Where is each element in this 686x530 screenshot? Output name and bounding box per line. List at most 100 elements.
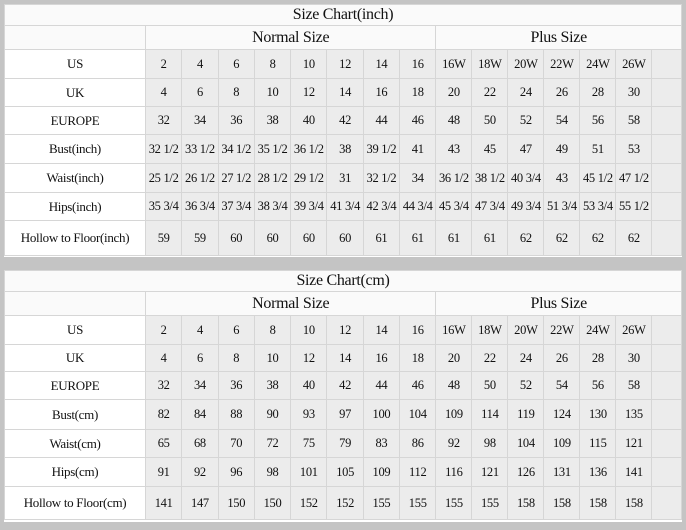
table-cell: 16 [362, 344, 401, 372]
size-chart-inch: Size Chart(inch) Normal Size Plus Size US 2 4… [4, 4, 682, 257]
table-cell: 28 [579, 344, 617, 372]
normal-size-header: Normal Size [144, 25, 437, 50]
table-cell: 155 [435, 486, 473, 520]
table-cell: 84 [181, 399, 219, 430]
table-cell: 35 1/2 [253, 134, 292, 164]
table-cell: 39 1/2 [362, 134, 401, 164]
table-cell: 37 3/4 [217, 192, 255, 221]
table-cell: 10 [253, 344, 292, 372]
table-cell: 42 [326, 106, 364, 135]
table-row: UK 4 6 8 10 12 14 16 18 20 22 24 26 28 30 [4, 344, 682, 372]
table-cell: 38 [253, 371, 292, 400]
table-cell: 158 [579, 486, 617, 520]
table-cell: 126 [507, 457, 545, 487]
table-cell: 101 [290, 457, 328, 487]
table-cell: 12 [326, 315, 364, 345]
table-cell: 24 [507, 344, 545, 372]
table-cell: 45 3/4 [435, 192, 473, 221]
table-cell: 83 [362, 429, 401, 458]
chart-title: Size Chart(inch) [4, 4, 682, 26]
size-chart-cm: Size Chart(cm) Normal Size Plus Size US 2 4 6 8… [4, 270, 682, 522]
table-cell: 29 1/2 [290, 163, 328, 193]
table-cell: 32 1/2 [144, 134, 183, 164]
table-cell: 32 [144, 106, 183, 135]
table-cell: 60 [326, 220, 364, 256]
table-cell: 40 [290, 371, 328, 400]
table-cell: 42 [326, 371, 364, 400]
table-cell: 24W [579, 49, 617, 79]
table-cell: 53 3/4 [579, 192, 617, 221]
table-cell: 61 [399, 220, 437, 256]
table-cell: 22 [471, 78, 509, 107]
table-cell: 38 1/2 [471, 163, 509, 193]
table-cell: 59 [181, 220, 219, 256]
table-cell: 14 [362, 315, 401, 345]
table-cell: 47 3/4 [471, 192, 509, 221]
table-cell: 121 [615, 429, 653, 458]
row-label: EUROPE [4, 106, 146, 135]
table-cell: 41 [399, 134, 437, 164]
table-cell: 60 [253, 220, 292, 256]
table-cell: 4 [181, 49, 219, 79]
table-cell: 104 [507, 429, 545, 458]
table-cell: 155 [362, 486, 401, 520]
table-cell: 124 [543, 399, 581, 430]
table-cell: 119 [507, 399, 545, 430]
table-cell: 33 1/2 [181, 134, 219, 164]
table-cell: 8 [217, 344, 255, 372]
table-cell: 135 [615, 399, 653, 430]
table-cell: 12 [326, 49, 364, 79]
table-cell: 42 3/4 [362, 192, 401, 221]
row-label: Hips(cm) [4, 457, 146, 487]
table-cell: 32 [144, 371, 183, 400]
table-cell: 53 [615, 134, 653, 164]
table-cell: 41 3/4 [326, 192, 364, 221]
table-cell: 6 [217, 315, 255, 345]
table-cell: 30 [615, 344, 653, 372]
table-cell: 91 [144, 457, 183, 487]
table-cell: 58 [615, 106, 653, 135]
table-cell: 16W [435, 315, 473, 345]
table-cell: 98 [253, 457, 292, 487]
table-cell: 86 [399, 429, 437, 458]
table-cell: 49 3/4 [507, 192, 545, 221]
table-cell: 40 3/4 [507, 163, 545, 193]
row-label: Bust(cm) [4, 399, 146, 430]
table-cell: 16 [362, 78, 401, 107]
empty-cell [651, 315, 682, 345]
table-cell: 150 [217, 486, 255, 520]
table-cell: 44 [362, 371, 401, 400]
table-cell: 44 3/4 [399, 192, 437, 221]
table-cell: 45 1/2 [579, 163, 617, 193]
table-cell: 36 [217, 106, 255, 135]
table-cell: 130 [579, 399, 617, 430]
table-row: Hollow to Floor(cm) 141 147 150 150 152 152 155… [4, 486, 682, 520]
table-cell: 88 [217, 399, 255, 430]
table-row: Hollow to Floor(inch) 59 59 60 60 60 60 61 61 61 6… [4, 220, 682, 256]
table-cell: 72 [253, 429, 292, 458]
row-label: Hollow to Floor(inch) [4, 220, 146, 256]
table-row: US 2 4 6 8 10 12 14 16 16W 18W 20W 22W 24W 26W [4, 315, 682, 345]
table-cell: 65 [144, 429, 183, 458]
table-cell: 92 [435, 429, 473, 458]
table-cell: 90 [253, 399, 292, 430]
table-cell: 92 [181, 457, 219, 487]
table-cell: 43 [543, 163, 581, 193]
table-cell: 131 [543, 457, 581, 487]
table-cell: 36 1/2 [290, 134, 328, 164]
table-cell: 44 [362, 106, 401, 135]
table-cell: 58 [615, 371, 653, 400]
table-cell: 40 [290, 106, 328, 135]
table-cell: 51 [579, 134, 617, 164]
table-cell: 109 [543, 429, 581, 458]
table-cell: 105 [326, 457, 364, 487]
table-cell: 8 [253, 49, 292, 79]
table-cell: 56 [579, 106, 617, 135]
table-cell: 114 [471, 399, 509, 430]
table-cell: 116 [435, 457, 473, 487]
table-cell: 35 3/4 [144, 192, 183, 221]
table-row: Waist(cm) 65 68 70 72 75 79 83 86 92 98 104 109 115 12… [4, 429, 682, 458]
table-cell: 24 [507, 78, 545, 107]
table-cell: 136 [579, 457, 617, 487]
table-cell: 48 [435, 106, 473, 135]
